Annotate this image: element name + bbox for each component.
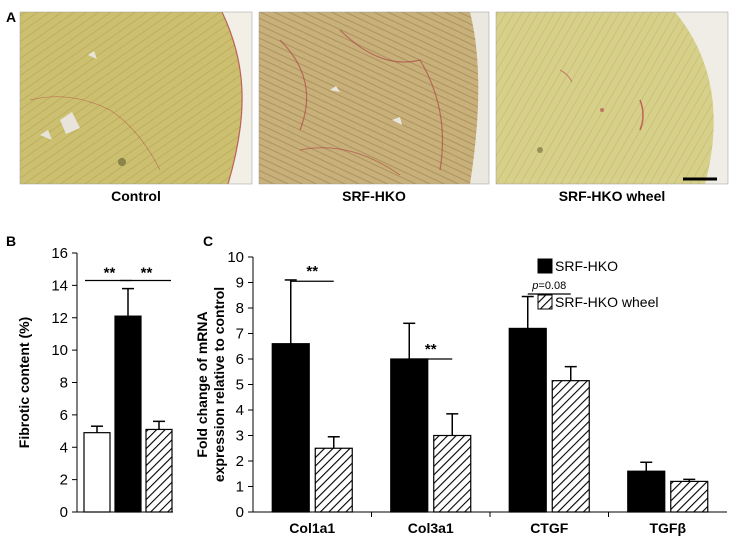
- bar-srf-hko: [114, 315, 142, 513]
- legend-label: SRF-HKO: [555, 258, 618, 274]
- y-tick-label: 2: [236, 453, 244, 470]
- p-value-symbol: p: [531, 280, 538, 292]
- chart-mrna-expression: 0 1 2 3 4 5 6 7 8 9 10 Fold change of mRNA expressio…: [194, 249, 727, 536]
- y-axis-label: Fibrotic content (%): [16, 317, 32, 448]
- y-tick-label: 16: [51, 245, 68, 262]
- y-tick-label: 8: [236, 300, 244, 317]
- y-axis-label-line1: Fold change of mRNA: [194, 311, 210, 457]
- y-tick-label: 7: [236, 326, 244, 343]
- y-tick-label: 3: [236, 428, 244, 445]
- y-tick-label: 12: [51, 310, 68, 327]
- bar-srf-hko-wheel: [145, 428, 173, 513]
- y-tick-label: 14: [51, 277, 68, 294]
- y-tick-label: 0: [60, 504, 68, 521]
- significance-label: **: [104, 265, 116, 282]
- micrograph-control: [20, 12, 252, 184]
- y-tick-label: 0: [236, 504, 244, 521]
- y-tick-label: 10: [51, 342, 68, 359]
- category-label: TGFβ: [649, 520, 686, 536]
- y-axis-label-line2: expression relative to control: [211, 287, 227, 482]
- caption-srf-hko: SRF-HKO: [342, 188, 406, 204]
- bar-srf-hko: [508, 327, 547, 513]
- significance-label: **: [306, 263, 318, 280]
- micrograph-srf-hko: [259, 12, 489, 184]
- y-tick-label: 8: [60, 375, 68, 392]
- y-tick-label: 4: [236, 402, 244, 419]
- y-tick-label: 2: [60, 472, 68, 489]
- y-tick-label: 5: [236, 377, 244, 394]
- category-label: Col1a1: [289, 520, 335, 536]
- panel-a-label: A: [6, 9, 16, 25]
- category-label: Col3a1: [408, 520, 454, 536]
- bar-srf-hko: [627, 470, 666, 513]
- legend-swatch-srf-hko-wheel: [537, 294, 553, 310]
- y-tick-label: 6: [236, 351, 244, 368]
- significance-label: **: [425, 341, 437, 358]
- y-tick-label: 9: [236, 275, 244, 292]
- bar-srf-hko-wheel: [670, 480, 709, 513]
- y-tick-label: 4: [60, 439, 68, 456]
- chart-fibrotic-content: 0 2 4 6 8 10 12 14 16 Fibrotic content (%) ** **: [16, 245, 173, 521]
- p-value-number: =0.08: [538, 280, 566, 292]
- micrograph-srf-hko-wheel: [496, 12, 728, 184]
- legend-label: SRF-HKO wheel: [555, 294, 658, 310]
- panel-b-label: B: [6, 233, 16, 249]
- bar-srf-hko: [271, 343, 310, 513]
- y-tick-label: 6: [60, 407, 68, 424]
- bar-srf-hko-wheel: [314, 447, 353, 513]
- y-tick-label: 10: [227, 249, 244, 266]
- bar-srf-hko: [390, 358, 429, 513]
- caption-srf-hko-wheel: SRF-HKO wheel: [559, 188, 666, 204]
- bar-srf-hko-wheel: [551, 380, 590, 513]
- significance-label: **: [141, 265, 153, 282]
- p-value-label: p=0.08: [531, 280, 566, 292]
- legend-swatch-srf-hko: [537, 258, 553, 274]
- bar-control: [83, 432, 111, 513]
- caption-control: Control: [111, 188, 161, 204]
- category-label: CTGF: [530, 520, 569, 536]
- panel-c-label: C: [203, 233, 213, 249]
- y-tick-label: 1: [236, 479, 244, 496]
- bar-srf-hko-wheel: [433, 434, 472, 513]
